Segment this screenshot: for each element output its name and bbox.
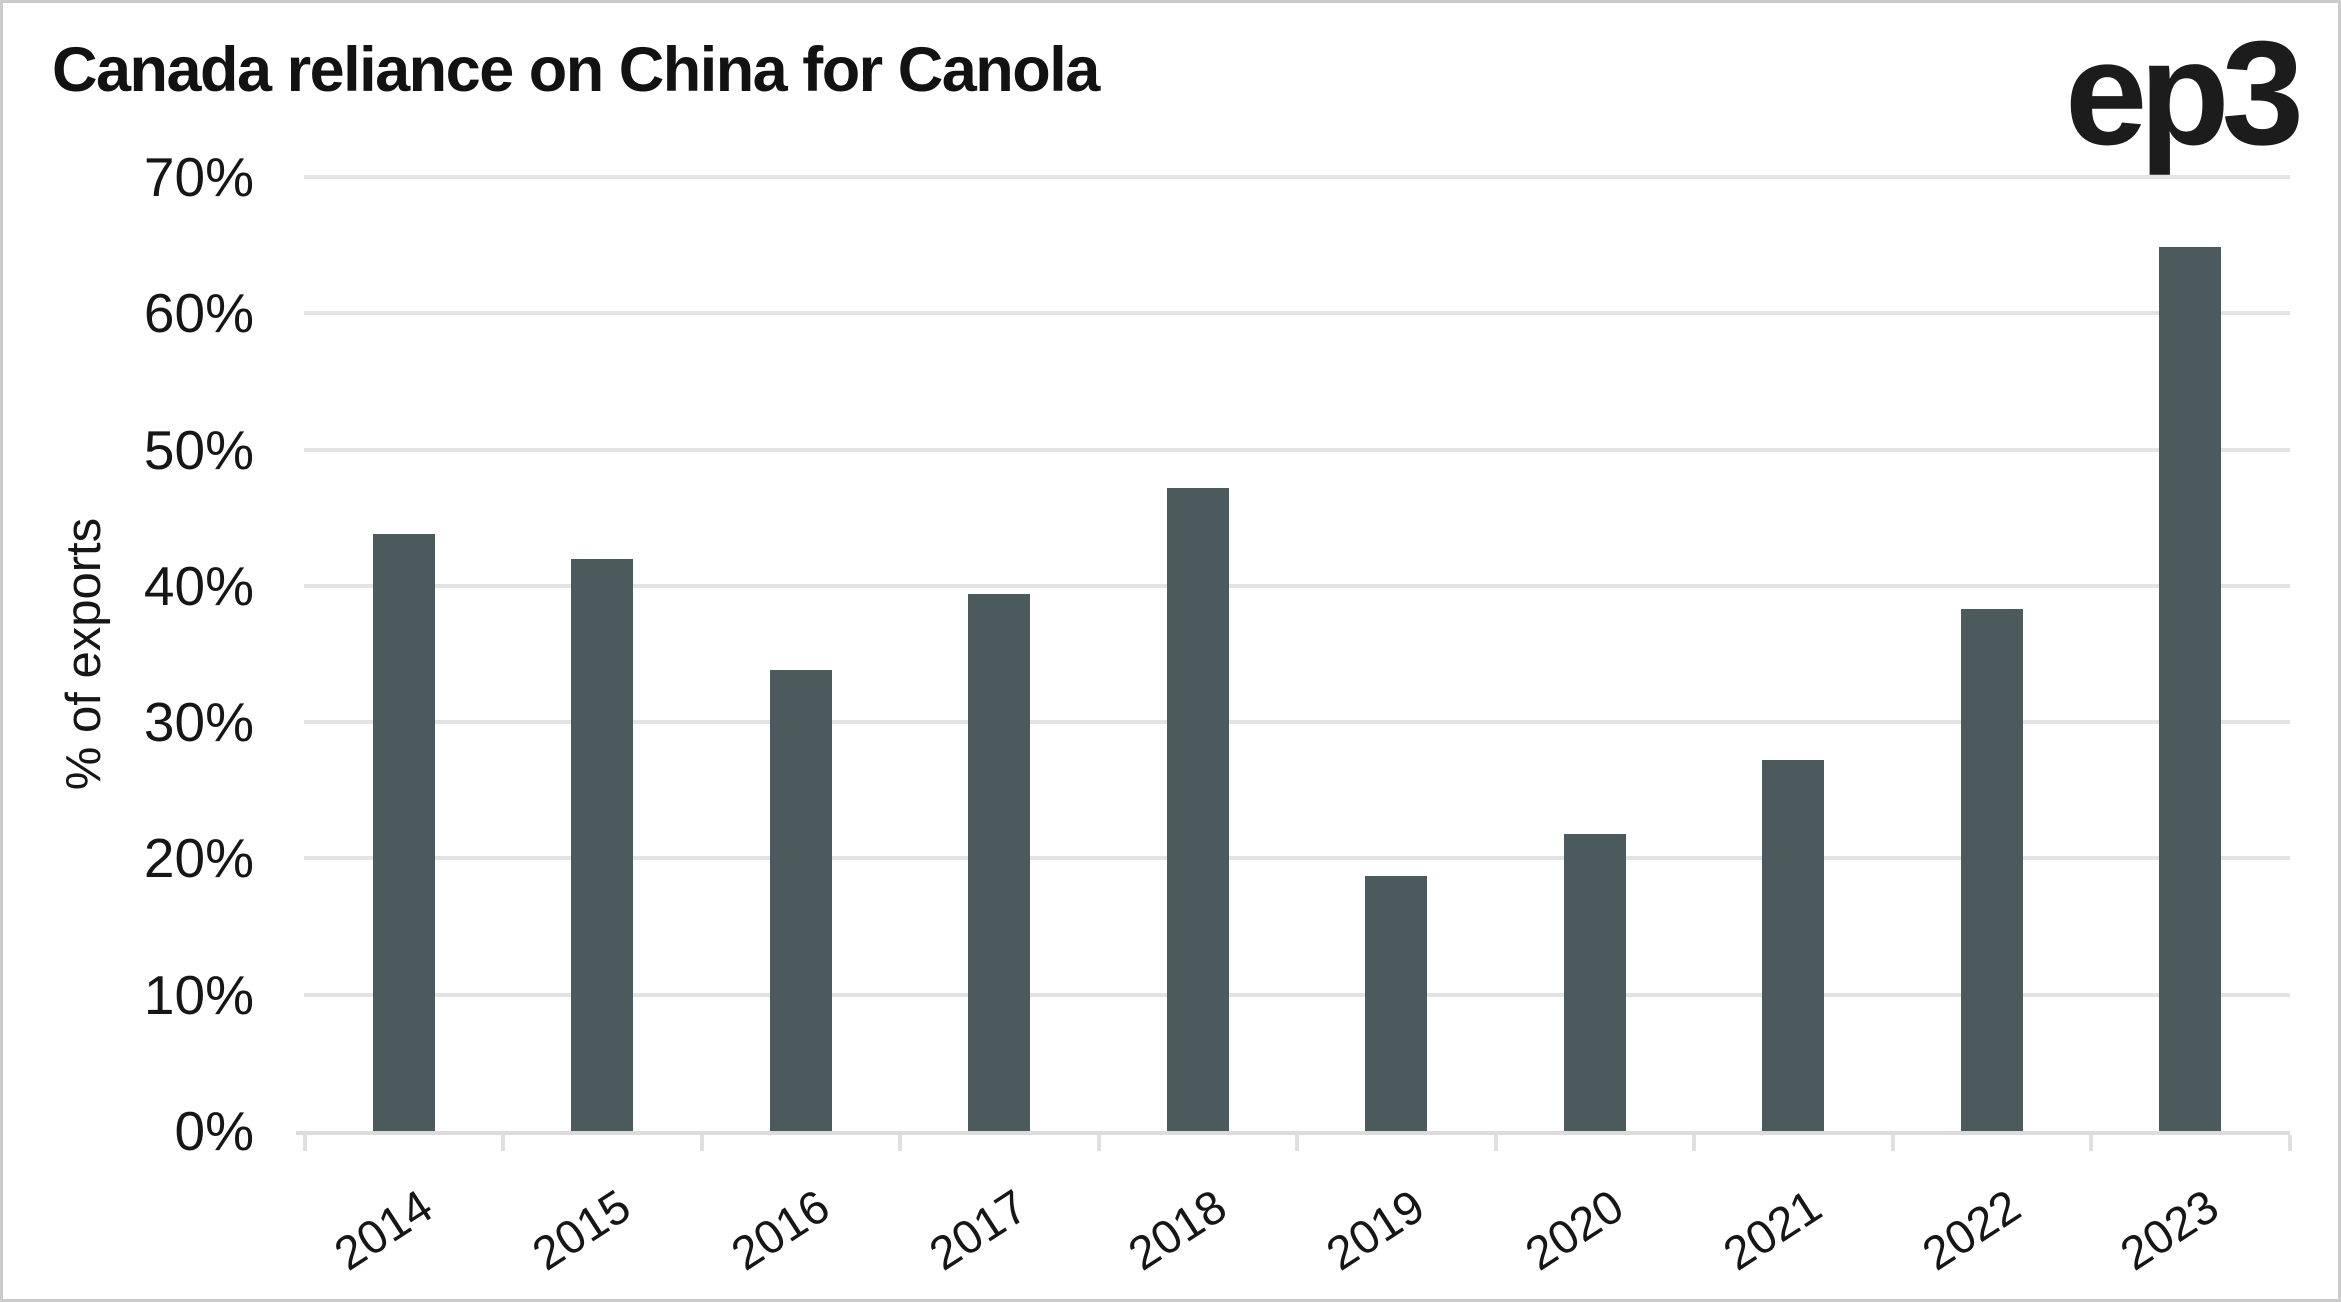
bar-2016 [769, 670, 832, 1131]
bar-2015 [571, 558, 634, 1131]
x-axis-tick [302, 1135, 307, 1151]
bar-2014 [372, 534, 435, 1131]
x-axis-tick [699, 1135, 704, 1151]
x-tick-label-2014: 2014 [324, 1178, 442, 1281]
x-axis-line [296, 1131, 2290, 1135]
y-tick-label: 40% [143, 554, 254, 617]
gridline-30 [304, 720, 2290, 725]
x-axis-tick [898, 1135, 902, 1151]
gridline-70 [304, 175, 2290, 179]
y-tick-label: 20% [143, 827, 254, 890]
bar-2019 [1365, 876, 1428, 1131]
x-axis-tick [1295, 1135, 1299, 1151]
bar-2022 [1960, 609, 2023, 1131]
x-axis-tick [2089, 1135, 2093, 1151]
bar-2018 [1166, 487, 1229, 1131]
y-tick-label: 50% [143, 418, 254, 481]
chart-title: Canada reliance on China for Canola [52, 35, 1100, 105]
bar-2021 [1762, 760, 1825, 1131]
y-tick-label: 0% [174, 1100, 255, 1162]
x-axis-tick [1096, 1135, 1101, 1151]
gridline-20 [304, 856, 2290, 861]
y-axis-title: % of exports [57, 517, 111, 791]
x-axis-tick [501, 1135, 505, 1151]
gridline-60 [304, 311, 2290, 316]
bar-2017 [968, 594, 1031, 1131]
gridline-50 [304, 447, 2290, 452]
x-axis-tick [2287, 1135, 2292, 1151]
bar-2023 [2159, 246, 2222, 1131]
gridline-10 [304, 992, 2290, 997]
y-tick-label: 70% [143, 146, 254, 208]
y-tick-label: 10% [143, 963, 254, 1026]
bar-2020 [1563, 833, 1626, 1131]
y-tick-label: 60% [143, 282, 254, 345]
y-tick-label: 30% [143, 691, 254, 754]
ep3-logo: ep3 [2064, 11, 2304, 176]
x-axis-tick [1890, 1135, 1895, 1151]
x-axis-tick [1493, 1135, 1498, 1151]
gridline-40 [304, 583, 2290, 588]
x-axis-tick [1692, 1135, 1696, 1151]
